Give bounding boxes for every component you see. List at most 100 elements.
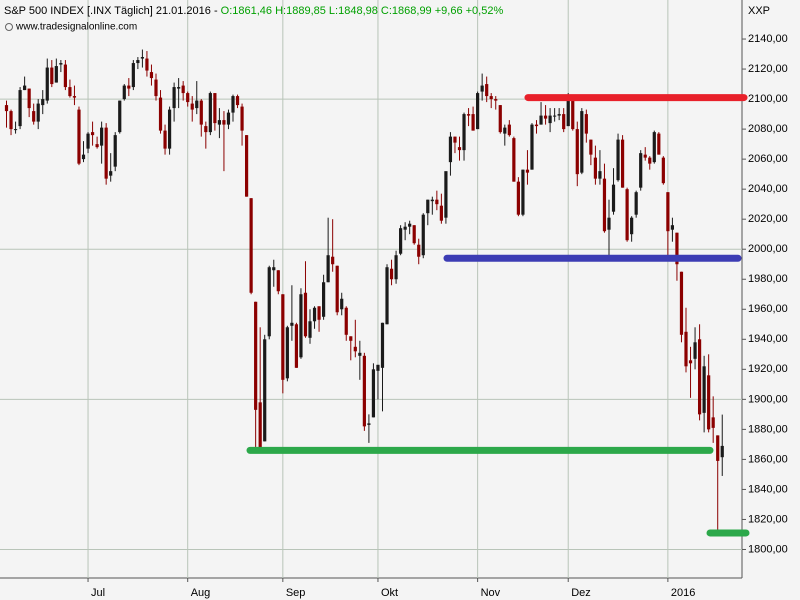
y-tick-label: 1860,00 xyxy=(748,453,788,465)
candle-body xyxy=(620,139,625,188)
candle-body xyxy=(525,169,530,173)
candle-body xyxy=(661,157,665,184)
candle-body xyxy=(41,99,45,106)
candle-body xyxy=(566,96,570,127)
candle-body xyxy=(213,93,217,124)
x-tick-label: Nov xyxy=(481,587,501,599)
candle-body xyxy=(18,90,22,127)
candle-body xyxy=(68,87,72,97)
candle-body xyxy=(557,114,561,116)
candle-body xyxy=(226,112,231,125)
candle-body xyxy=(389,268,394,280)
candle-body xyxy=(285,327,289,379)
candle-body xyxy=(167,109,172,149)
candle-body xyxy=(149,72,154,79)
candle-body xyxy=(317,306,321,320)
candle-body xyxy=(716,435,720,461)
candle-body xyxy=(349,336,353,341)
candles xyxy=(4,49,724,532)
candle-body xyxy=(208,93,212,133)
y-tick-label: 1840,00 xyxy=(748,483,788,495)
candle-body xyxy=(607,217,611,230)
candle-body xyxy=(630,217,634,235)
candle-body xyxy=(45,67,49,101)
candle-body xyxy=(190,103,194,110)
candle-body xyxy=(711,417,715,428)
candle-body xyxy=(244,135,249,197)
candle-body xyxy=(81,154,86,160)
candle-body xyxy=(272,267,276,271)
candle-body xyxy=(679,271,684,335)
candle-body xyxy=(267,267,271,337)
candle-body xyxy=(362,355,366,427)
candle-body xyxy=(258,402,262,449)
candle-body xyxy=(154,79,158,97)
chart-title: S&P 500 INDEX [.INX Täglich] 21.01.2016 … xyxy=(4,5,503,17)
candle-body xyxy=(249,198,253,293)
candle-body xyxy=(335,265,339,313)
candle-body xyxy=(312,307,317,322)
x-tick-label: Sep xyxy=(286,587,306,599)
candle-body xyxy=(408,223,412,227)
candle-body xyxy=(217,120,222,125)
candle-body xyxy=(308,321,312,338)
y-tick-label: 2140,00 xyxy=(748,33,788,45)
y-tick-label: 2100,00 xyxy=(748,93,788,105)
candle-body xyxy=(72,96,77,98)
candle-body xyxy=(290,322,294,326)
candle-body xyxy=(720,445,724,458)
candle-body xyxy=(36,103,40,122)
candle-body xyxy=(448,136,453,163)
candle-body xyxy=(521,169,525,215)
candle-body xyxy=(186,93,190,103)
source: www.tradesignalonline.com xyxy=(15,22,137,33)
candle-body xyxy=(399,228,403,254)
x-tick-label: Dez xyxy=(571,587,591,599)
x-tick-label: Jul xyxy=(91,587,105,599)
candle-body xyxy=(453,136,457,143)
candle-body xyxy=(657,133,661,155)
candle-body xyxy=(489,96,493,100)
quote: O:1861,46 H:1889,85 L:1848,98 C:1868,99 … xyxy=(221,5,504,17)
candle-body xyxy=(23,85,27,91)
candle-body xyxy=(281,294,285,380)
candle-body xyxy=(118,100,122,133)
candle-body xyxy=(222,120,226,125)
candle-body xyxy=(131,63,135,88)
candle-body xyxy=(90,132,95,136)
x-tick-label: Okt xyxy=(381,587,398,599)
candle-body xyxy=(371,369,376,418)
candle-body xyxy=(340,298,344,310)
candle-body xyxy=(136,60,140,64)
candle-body xyxy=(122,85,126,100)
x-tick-label: 2016 xyxy=(671,587,695,599)
candle-body xyxy=(172,87,176,109)
candle-body xyxy=(598,171,602,179)
candle-body xyxy=(675,232,679,265)
candle-body xyxy=(471,114,475,131)
candle-body xyxy=(299,294,303,358)
y-tick-label: 2120,00 xyxy=(748,63,788,75)
candle-body xyxy=(54,66,58,83)
candle-body xyxy=(367,423,371,425)
candle-body xyxy=(439,205,443,221)
candle-body xyxy=(77,109,81,164)
candle-body xyxy=(27,88,31,109)
candle-body xyxy=(435,199,439,205)
candle-body xyxy=(480,85,484,92)
candle-body xyxy=(385,267,389,325)
candle-body xyxy=(707,375,711,430)
candle-body xyxy=(611,184,616,212)
candle-body xyxy=(539,115,543,125)
candle-body xyxy=(403,226,407,230)
candle-body xyxy=(394,255,398,280)
candle-body xyxy=(32,111,36,122)
candle-body xyxy=(648,157,652,164)
candle-body xyxy=(376,364,380,371)
candle-body xyxy=(494,99,498,101)
candle-body xyxy=(421,214,425,256)
candle-body xyxy=(145,58,149,71)
